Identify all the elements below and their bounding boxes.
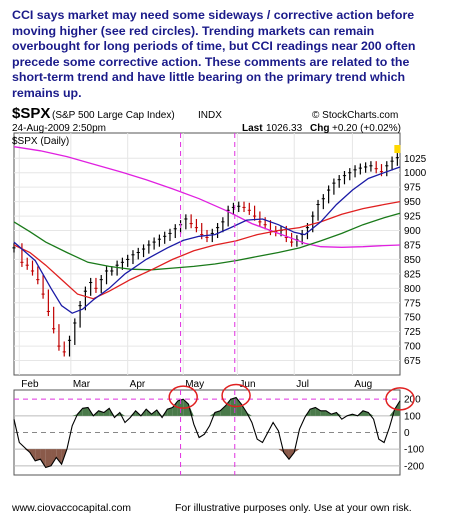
cci-tick-label: 0 [404, 428, 410, 439]
price-tick-label: 825 [404, 269, 421, 280]
ma-green-line [13, 212, 401, 271]
price-tick-label: 950 [404, 197, 421, 208]
spx-chart: 675 700 725 750 775 800 825 850 875 900 925 950 975 1… [10, 103, 442, 493]
cci-y-axis: 200 100 0 -100 -200 [404, 395, 424, 473]
cci-tick-label: -200 [404, 461, 424, 472]
date-axis-label: Apr [130, 379, 146, 390]
cci-fill [225, 399, 231, 416]
price-tick-label: 925 [404, 212, 421, 223]
cci-tick-label: -100 [404, 445, 424, 456]
price-tick-label: 750 [404, 313, 421, 324]
price-tick-label: 725 [404, 327, 421, 338]
stockcharts-watermark: © StockCharts.com [312, 110, 398, 121]
date-axis-label: Jul [296, 379, 309, 390]
chart-date-time: 24-Aug-2009 2:50pm [12, 123, 106, 134]
cci-fill [320, 410, 326, 416]
cci-fill [220, 405, 226, 416]
cci-tick-label: 200 [404, 395, 421, 406]
date-axis-label: Aug [354, 379, 372, 390]
date-axis-label: Jun [239, 379, 255, 390]
price-panel-frame [13, 132, 401, 376]
date-axis-label: May [185, 379, 204, 390]
price-y-axis: 675 700 725 750 775 800 825 850 875 900 925 950 975 1… [404, 154, 427, 367]
cci-fill [45, 449, 52, 468]
cci-fill [56, 449, 62, 465]
cci-fill [294, 449, 300, 453]
ma-blue-line [13, 166, 401, 314]
price-series-label: $SPX (Daily) [12, 136, 69, 147]
price-tick-label: 775 [404, 298, 421, 309]
date-axis-label: Feb [21, 379, 39, 390]
footer: www.ciovaccocapital.com For illustrative… [0, 498, 449, 520]
ma-magenta-line [13, 146, 401, 248]
cci-fill [35, 449, 41, 461]
date-axis: Feb Mar Apr May Jun Jul Aug [21, 379, 372, 390]
price-tick-label: 850 [404, 255, 421, 266]
chart-canvas: 675 700 725 750 775 800 825 850 875 900 925 950 975 1… [12, 105, 427, 476]
overbought-circle [385, 387, 415, 411]
cci-line [13, 396, 401, 469]
ma-red-line [13, 200, 401, 300]
price-tick-label: 975 [404, 183, 421, 194]
price-tick-label: 900 [404, 226, 421, 237]
cci-tick-label: 100 [404, 411, 421, 422]
price-tick-label: 675 [404, 356, 421, 367]
commentary-text: CCI says market may need some sideways /… [12, 8, 416, 100]
last-label: Last [242, 123, 263, 134]
last-value: 1026.33 [266, 123, 303, 134]
price-tick-label: 800 [404, 284, 421, 295]
vertical-marker-lines [180, 133, 236, 375]
cci-fill [72, 414, 78, 416]
symbol-label: $SPX [12, 105, 50, 122]
cci-fill [310, 407, 316, 416]
moving-average-lines [13, 146, 401, 314]
cci-fill [82, 407, 89, 416]
change-value: +0.20 (+0.02%) [332, 123, 401, 134]
index-name-label: (S&P 500 Large Cap Index) [52, 110, 175, 121]
overbought-circle [221, 383, 251, 408]
date-axis-label: Mar [73, 379, 91, 390]
cci-fill [103, 408, 110, 416]
footer-website: www.ciovaccocapital.com [12, 502, 132, 514]
cci-fill [188, 404, 194, 416]
cci-fill [167, 407, 173, 416]
price-tick-label: 1025 [404, 154, 427, 165]
last-price-marker [394, 145, 401, 153]
cci-fill [172, 400, 178, 416]
cci-fill [51, 449, 57, 466]
cci-line-group [13, 396, 401, 469]
price-panel: 675 700 725 750 775 800 825 850 875 900 925 950 975 1… [12, 105, 427, 376]
price-tick-label: 1000 [404, 168, 427, 179]
footer-disclaimer: For illustrative purposes only. Use at y… [175, 502, 412, 514]
cci-panel: 200 100 0 -100 -200 [13, 383, 424, 476]
change-label: Chg [310, 123, 329, 134]
price-grid [14, 133, 400, 375]
cci-fill [315, 407, 321, 416]
overbought-circle [168, 385, 198, 409]
exchange-label: INDX [198, 110, 222, 121]
cci-fill [394, 400, 400, 416]
price-tick-label: 875 [404, 240, 421, 251]
cci-fill [40, 449, 46, 468]
overbought-circles [168, 383, 415, 411]
price-tick-label: 700 [404, 342, 421, 353]
cci-fill [278, 449, 284, 453]
